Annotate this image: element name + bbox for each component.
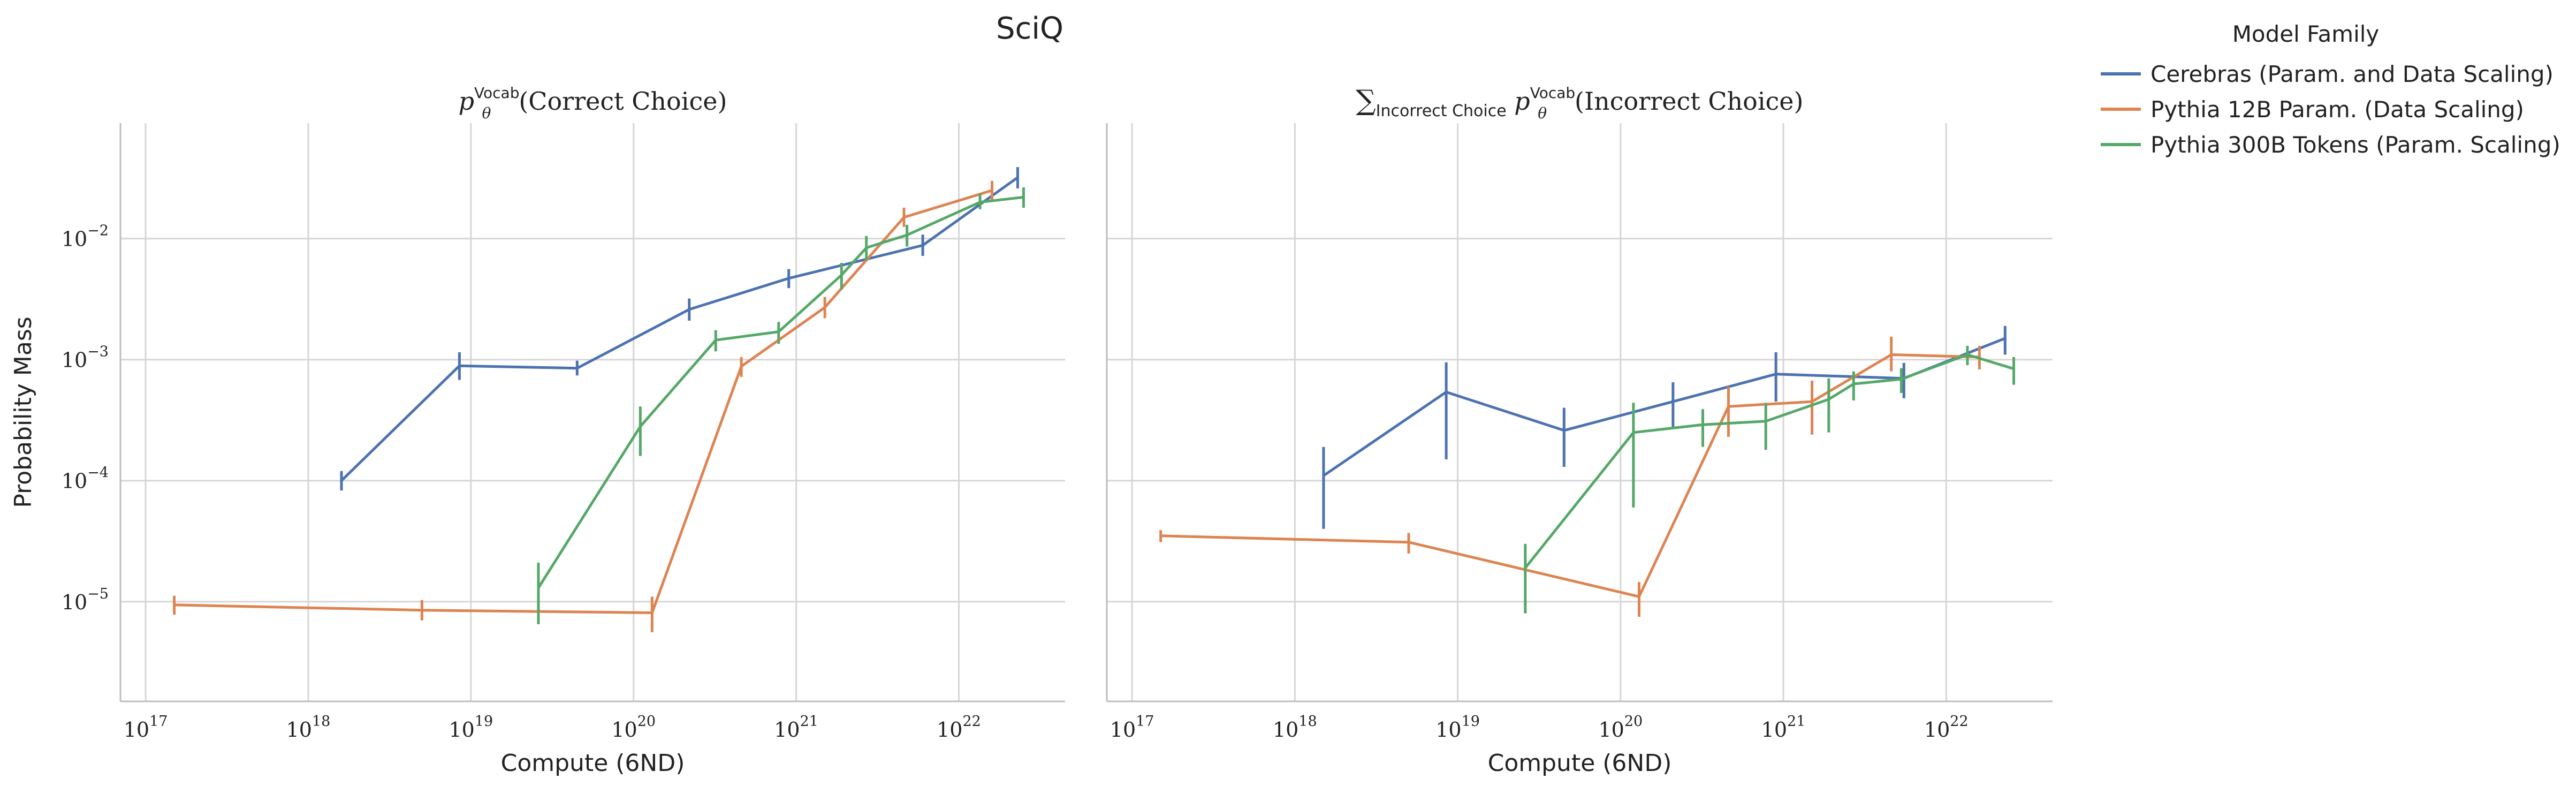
series-line: [1524, 353, 2015, 569]
series-line: [537, 195, 1024, 589]
data-point: [1852, 382, 1855, 385]
legend-entry-pythia-300b-tokens-param-scaling: Pythia 300B Tokens (Param. Scaling): [2101, 132, 2560, 158]
data-point: [823, 306, 826, 309]
data-point: [1159, 534, 1162, 538]
data-point: [537, 586, 540, 589]
x-tick-label: 1018: [286, 713, 331, 742]
y-tick-label: 10−3: [62, 344, 109, 372]
series-pythia-12b-param-data-scaling: [173, 180, 994, 632]
data-point: [777, 330, 780, 334]
legend-label: Cerebras (Param. and Data Scaling): [2151, 61, 2554, 87]
data-point: [714, 338, 717, 342]
data-point: [688, 308, 691, 311]
y-axis-label: Probability Mass: [10, 316, 37, 508]
data-point: [2003, 337, 2007, 340]
x-tick-label: 1018: [1273, 713, 1317, 742]
data-point: [1890, 353, 1893, 356]
x-tick-label: 1019: [449, 713, 493, 742]
data-point: [906, 233, 909, 237]
data-point: [1671, 400, 1675, 403]
series-line: [1160, 353, 1980, 598]
series-cerebras-param-and-data-scaling: [1322, 326, 2007, 529]
data-point: [1727, 405, 1730, 408]
data-point: [2012, 367, 2016, 370]
data-point: [902, 216, 906, 219]
data-point: [1966, 353, 1969, 356]
data-point: [740, 365, 743, 368]
y-tick-label: 10−5: [62, 586, 109, 614]
data-point: [650, 611, 654, 614]
data-point: [1701, 423, 1704, 426]
data-point: [1524, 566, 1527, 570]
x-tick-label: 1022: [1924, 713, 1969, 742]
series-cerebras-param-and-data-scaling: [340, 167, 1019, 491]
data-point: [1632, 431, 1635, 434]
data-point: [420, 609, 423, 612]
data-point: [921, 244, 924, 247]
y-tick-label: 10−4: [62, 465, 109, 493]
y-tick-label: 10−2: [62, 223, 109, 251]
x-tick-label: 1017: [124, 713, 168, 742]
x-tick-label: 1021: [774, 713, 818, 742]
data-point: [173, 603, 176, 607]
data-point: [1016, 176, 1019, 179]
x-tick-label: 1019: [1435, 713, 1480, 742]
data-point: [865, 246, 868, 249]
legend: Model Family Cerebras (Param. and Data S…: [2101, 21, 2560, 158]
data-point: [787, 277, 791, 280]
series-pythia-300b-tokens-param-scaling: [537, 187, 1025, 625]
data-point: [1445, 390, 1448, 394]
series-line: [340, 176, 1019, 482]
legend-title: Model Family: [2232, 21, 2380, 47]
x-tick-label: 1020: [1598, 713, 1643, 742]
data-point: [1637, 595, 1640, 598]
data-point: [458, 364, 461, 367]
data-point: [1899, 377, 1903, 381]
x-tick-label: 1017: [1110, 713, 1154, 742]
series-line: [174, 189, 993, 614]
data-point: [840, 274, 843, 277]
data-point: [1764, 420, 1767, 423]
data-point: [340, 479, 343, 482]
data-point: [1827, 398, 1830, 401]
panel-right: 1017 1018 1019 1020 1021 1022 Compute (6ND) ∑In…: [1106, 84, 2053, 777]
data-point: [639, 425, 642, 428]
x-tick-label: 1020: [611, 713, 656, 742]
data-point: [1322, 474, 1325, 477]
legend-entry-pythia-12b-param-data-scaling: Pythia 12B Param. (Data Scaling): [2101, 96, 2524, 123]
panel-title: ∑Incorrect Choice pVocab θ (Incorrect Choi…: [1356, 84, 1804, 122]
series-pythia-300b-tokens-param-scaling: [1524, 345, 2016, 614]
panel-left: 1017 1018 1019 1020 1021 1022 10−5 10−4 10−3 10−2…: [10, 84, 1065, 777]
panel-title: pVocab θ (Correct Choice): [459, 84, 727, 122]
data-point: [1022, 195, 1025, 199]
data-point: [1407, 541, 1410, 544]
data-point: [978, 201, 982, 204]
x-tick-label: 1021: [1761, 713, 1806, 742]
data-point: [991, 189, 994, 192]
legend-label: Pythia 300B Tokens (Param. Scaling): [2151, 132, 2560, 158]
legend-entry-cerebras-param-and-data-scaling: Cerebras (Param. and Data Scaling): [2101, 61, 2554, 87]
x-axis-label: Compute (6ND): [501, 750, 685, 777]
figure-title: SciQ: [996, 11, 1063, 46]
data-point: [1774, 373, 1777, 376]
x-axis-label: Compute (6ND): [1488, 750, 1672, 777]
data-point: [1811, 400, 1814, 403]
x-tick-label: 1022: [937, 713, 981, 742]
legend-label: Pythia 12B Param. (Data Scaling): [2151, 96, 2524, 123]
series-pythia-12b-param-data-scaling: [1159, 336, 1981, 617]
data-point: [575, 367, 579, 370]
data-point: [1562, 429, 1566, 432]
